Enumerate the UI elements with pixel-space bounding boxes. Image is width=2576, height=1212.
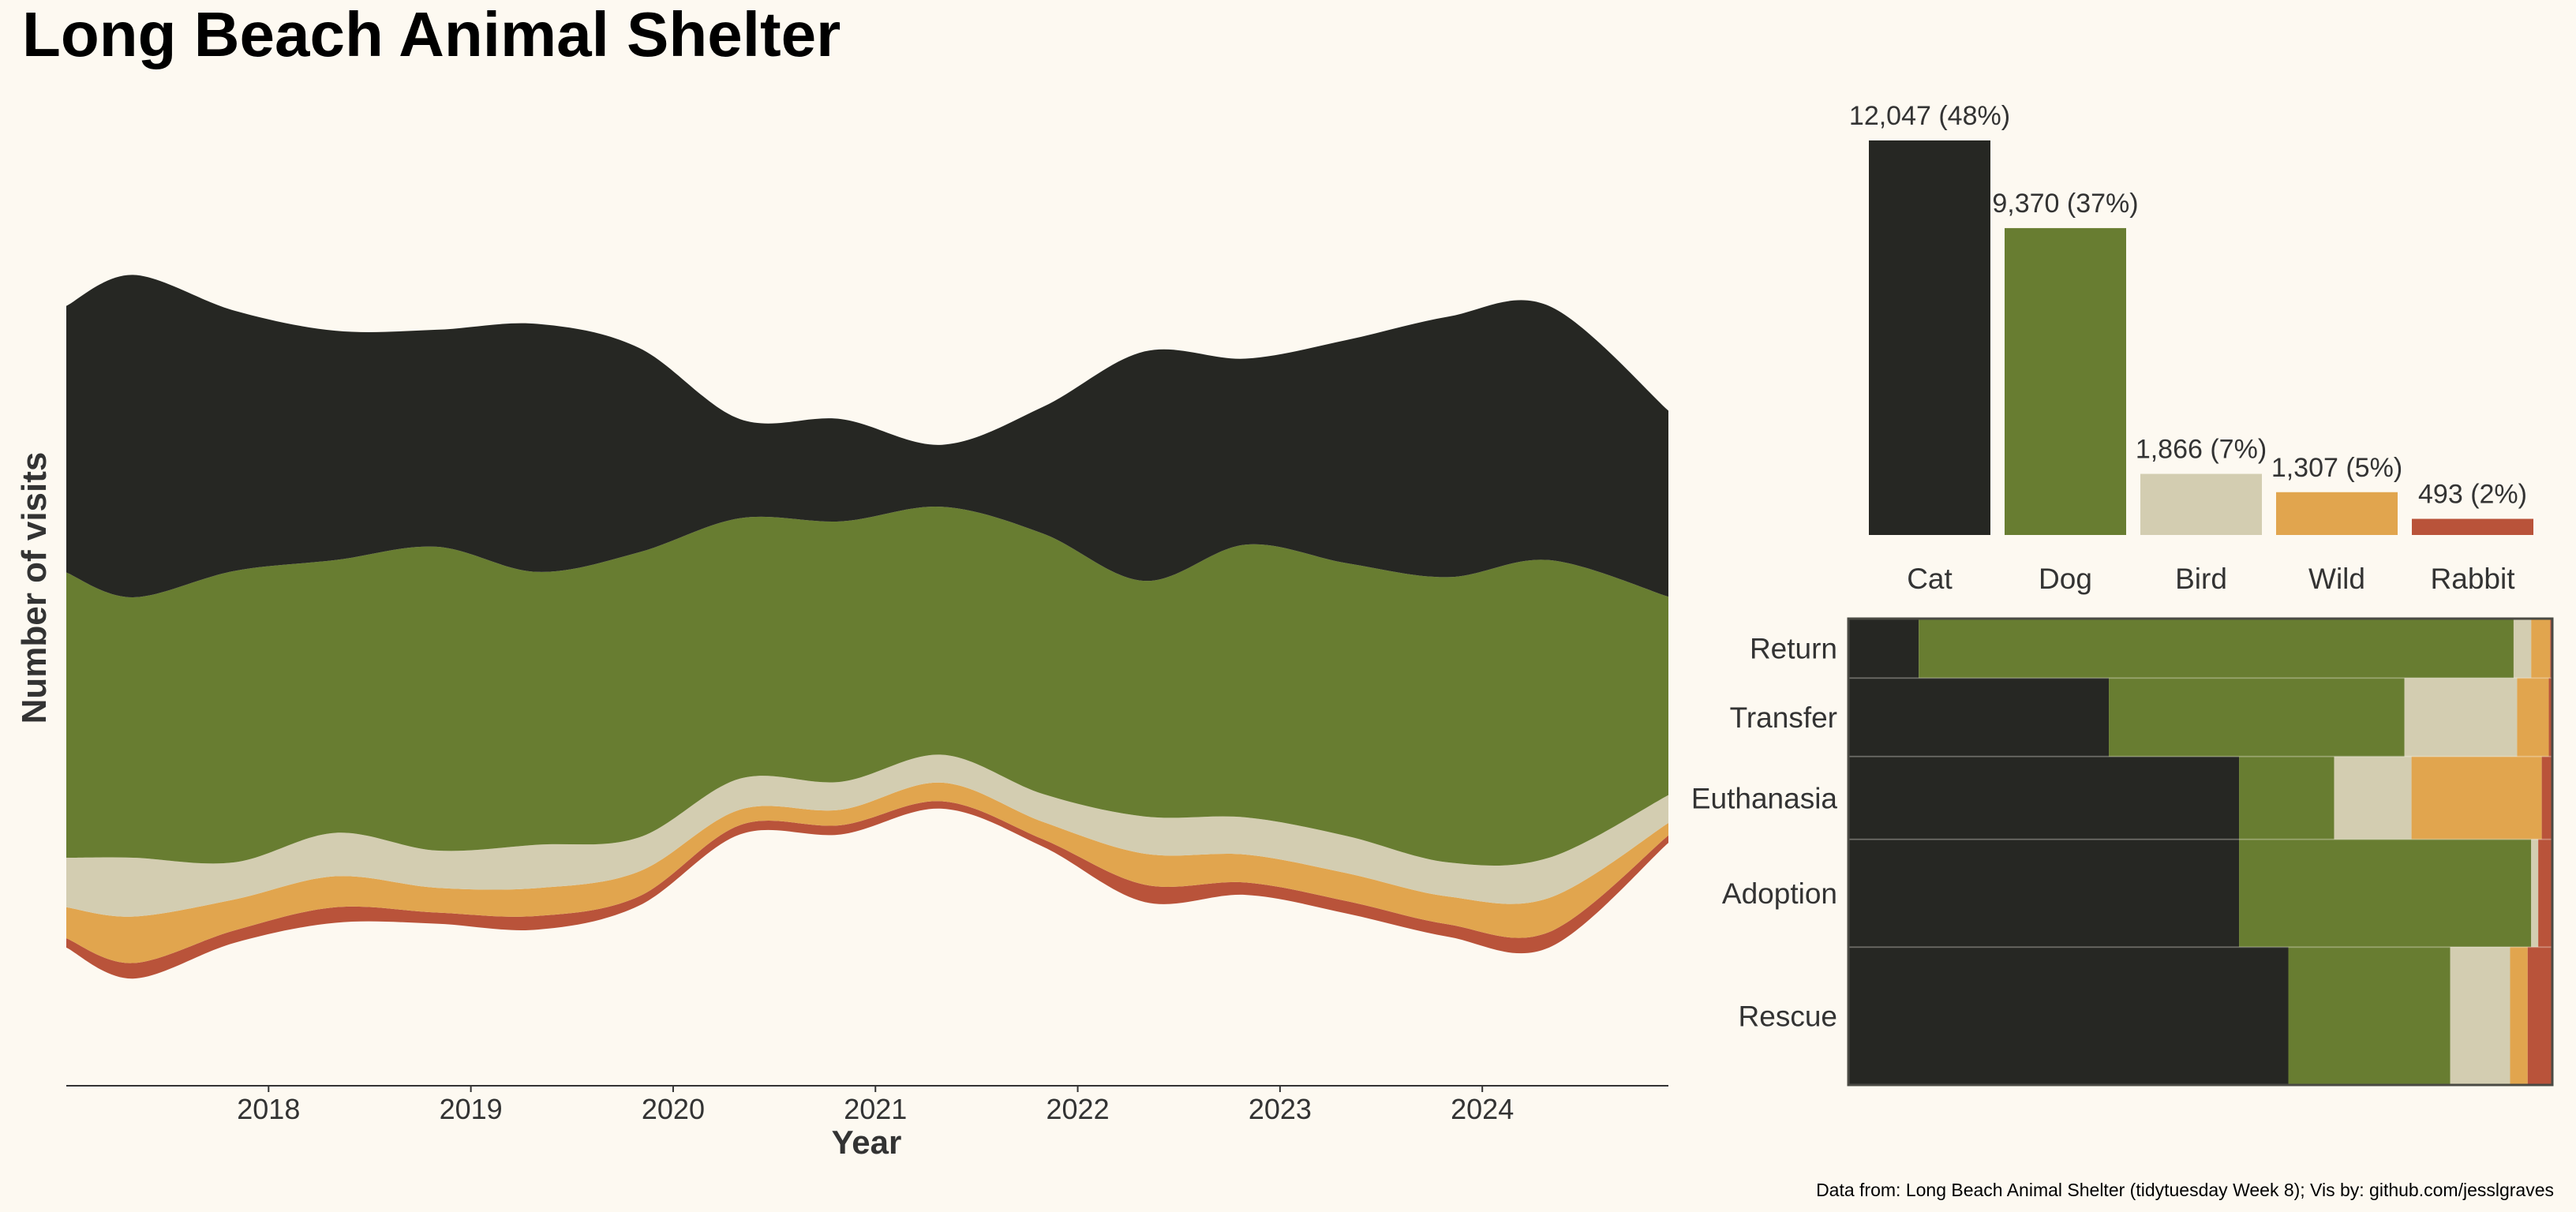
streamgraph-plot — [66, 275, 1668, 979]
bar-cat — [1869, 140, 1990, 535]
mosaic-cell-adoption-bird — [2531, 839, 2539, 948]
bar-value-label: 9,370 (37%) — [1992, 189, 2138, 219]
mosaic-cell-transfer-wild — [2517, 678, 2549, 757]
mosaic-cell-rescue-bird — [2450, 947, 2510, 1085]
mosaic-row-label: Adoption — [1722, 877, 1837, 910]
species-bar-chart: 12,047 (48%) Cat 9,370 (37%) Dog 1,866 (7%) B… — [1849, 101, 2533, 595]
bar-category-label: Bird — [2175, 563, 2227, 595]
mosaic-cell-rescue-rabbit — [2527, 947, 2552, 1085]
mosaic-frame — [1847, 617, 2554, 1087]
bar-category-label: Wild — [2308, 563, 2365, 595]
mosaic-cell-return-dog — [1919, 619, 2514, 679]
bar-bird — [2140, 473, 2262, 535]
bar-dog — [2005, 228, 2126, 535]
mosaic-cell-return-wild — [2531, 619, 2551, 679]
mosaic-cell-return-cat — [1848, 619, 1919, 679]
x-tick-label: 2022 — [1046, 1093, 1110, 1125]
mosaic-cell-rescue-wild — [2510, 947, 2528, 1085]
mosaic-cell-euthanasia-bird — [2334, 756, 2412, 840]
mosaic-cell-rescue-dog — [2288, 947, 2451, 1085]
y-axis-label: Number of visits — [15, 452, 54, 724]
mosaic-cell-euthanasia-rabbit — [2541, 756, 2552, 840]
x-tick-label: 2018 — [237, 1093, 300, 1125]
bar-rabbit — [2412, 518, 2533, 535]
chart-title: Long Beach Animal Shelter — [22, 0, 841, 69]
x-axis-label: Year — [832, 1124, 902, 1161]
mosaic-cell-adoption-cat — [1848, 839, 2240, 948]
stream-layer-bird — [66, 754, 1668, 917]
bar-value-label: 1,866 (7%) — [2136, 435, 2267, 465]
mosaic-cell-return-bird — [2513, 619, 2532, 679]
bar-value-label: 493 (2%) — [2418, 480, 2527, 510]
mosaic-row-label: Return — [1750, 633, 1837, 665]
mosaic-cell-euthanasia-cat — [1848, 756, 2240, 840]
x-tick-label: 2023 — [1249, 1093, 1312, 1125]
bar-wild — [2276, 492, 2398, 535]
bar-value-label: 12,047 (48%) — [1849, 101, 2010, 131]
mosaic-cell-euthanasia-wild — [2411, 756, 2542, 840]
mosaic-cell-rescue-cat — [1848, 947, 2289, 1085]
mosaic-row-label: Rescue — [1739, 1001, 1837, 1033]
x-tick-label: 2021 — [844, 1093, 907, 1125]
mosaic-cell-transfer-dog — [2109, 678, 2405, 757]
outcome-mosaic-chart: Return Transfer Euthanasia Adoption Rescue — [1691, 617, 2554, 1087]
mosaic-cell-transfer-bird — [2404, 678, 2518, 757]
bar-category-label: Rabbit — [2431, 563, 2516, 595]
x-tick-label: 2019 — [440, 1093, 503, 1125]
mosaic-cell-euthanasia-dog — [2239, 756, 2334, 840]
mosaic-cell-adoption-rabbit — [2538, 839, 2552, 948]
stream-layer-wild — [66, 782, 1668, 963]
mosaic-cell-transfer-cat — [1848, 678, 2110, 757]
stream-layer-cat — [66, 275, 1668, 598]
bar-category-label: Cat — [1907, 563, 1953, 595]
stream-layer-dog — [66, 507, 1668, 866]
mosaic-cell-adoption-dog — [2239, 839, 2532, 948]
mosaic-cell-transfer-rabbit — [2548, 678, 2552, 757]
bar-category-label: Dog — [2039, 563, 2092, 595]
mosaic-row-label: Transfer — [1730, 701, 1837, 734]
x-tick-label: 2020 — [642, 1093, 705, 1125]
x-axis-ticks: 2018 2019 2020 2021 2022 2023 2024 — [237, 1086, 1514, 1125]
x-tick-label: 2024 — [1451, 1093, 1514, 1125]
bar-value-label: 1,307 (5%) — [2271, 453, 2402, 483]
mosaic-row-label: Euthanasia — [1691, 782, 1838, 814]
data-source-caption: Data from: Long Beach Animal Shelter (ti… — [1816, 1180, 2554, 1200]
